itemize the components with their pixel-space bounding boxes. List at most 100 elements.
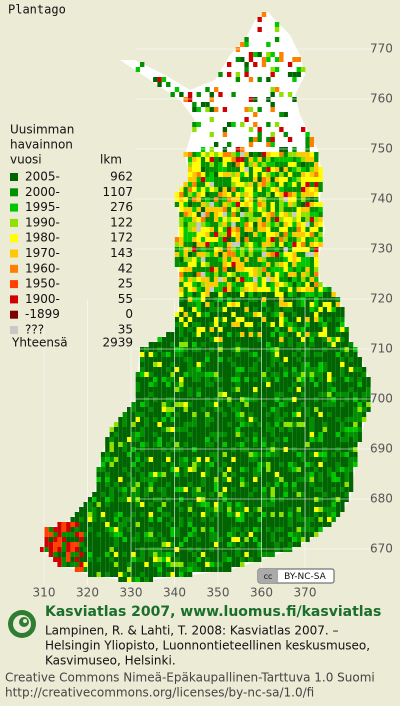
map-cell xyxy=(305,207,310,212)
map-cell xyxy=(209,522,214,527)
map-cell xyxy=(287,227,293,232)
map-cell xyxy=(331,317,336,322)
map-cell xyxy=(335,392,341,397)
map-cell xyxy=(66,527,71,532)
map-cell xyxy=(296,167,301,172)
map-cell xyxy=(244,212,249,217)
map-cell xyxy=(261,222,267,227)
map-cell xyxy=(48,527,54,532)
map-cell xyxy=(44,537,49,542)
map-cell xyxy=(161,77,167,82)
map-cell xyxy=(274,417,280,422)
map-cell xyxy=(357,367,362,372)
map-cell xyxy=(244,342,249,347)
map-cell xyxy=(240,532,245,537)
map-cell xyxy=(248,322,254,327)
map-cell xyxy=(170,337,175,342)
map-cell xyxy=(179,397,184,402)
map-cell xyxy=(196,467,201,472)
map-cell xyxy=(222,542,228,547)
map-cell xyxy=(314,272,319,277)
map-cell xyxy=(161,542,167,547)
legend-heading: havainnon xyxy=(10,138,73,152)
map-cell xyxy=(357,377,362,382)
map-cell xyxy=(196,252,201,257)
map-cell xyxy=(214,447,219,452)
map-cell xyxy=(322,287,328,292)
map-cell xyxy=(192,372,197,377)
map-cell xyxy=(53,542,58,547)
map-cell xyxy=(257,137,262,142)
map-cell xyxy=(296,217,301,222)
map-cell xyxy=(222,427,228,432)
map-cell xyxy=(122,437,127,442)
map-cell xyxy=(200,497,206,502)
map-cell xyxy=(257,167,262,172)
map-cell xyxy=(274,217,280,222)
map-cell xyxy=(53,557,58,562)
map-cell xyxy=(179,552,184,557)
map-cell xyxy=(305,507,310,512)
map-cell xyxy=(113,457,119,462)
map-cell xyxy=(87,567,93,572)
map-cell xyxy=(196,257,201,262)
map-cell xyxy=(192,377,197,382)
map-cell xyxy=(240,457,245,462)
map-cell xyxy=(196,512,201,517)
map-cell xyxy=(231,197,236,202)
map-cell xyxy=(266,457,271,462)
map-cell xyxy=(279,492,284,497)
map-cell xyxy=(166,412,171,417)
map-cell xyxy=(283,192,288,197)
map-cell xyxy=(261,232,267,237)
map-cell xyxy=(214,287,219,292)
map-cell xyxy=(335,442,341,447)
x-axis-label: 340 xyxy=(163,586,186,600)
map-cell xyxy=(218,157,223,162)
map-cell xyxy=(309,372,315,377)
map-cell xyxy=(235,77,241,82)
map-cell xyxy=(344,482,349,487)
map-cell xyxy=(305,517,310,522)
map-cell xyxy=(235,317,241,322)
map-cell xyxy=(283,252,288,257)
map-cell xyxy=(305,392,310,397)
map-cell xyxy=(305,157,310,162)
map-cell xyxy=(296,422,301,427)
map-cell xyxy=(287,462,293,467)
map-cell xyxy=(118,472,123,477)
map-cell xyxy=(266,367,271,372)
map-cell xyxy=(179,377,184,382)
map-cell xyxy=(309,167,315,172)
map-cell xyxy=(140,422,145,427)
map-cell xyxy=(327,477,332,482)
map-cell xyxy=(292,212,297,217)
map-cell xyxy=(283,307,288,312)
map-cell xyxy=(205,357,210,362)
map-cell xyxy=(157,357,162,362)
map-cell xyxy=(187,192,193,197)
map-cell xyxy=(161,422,167,427)
map-cell xyxy=(244,312,249,317)
map-cell xyxy=(231,302,236,307)
map-cell xyxy=(183,317,188,322)
map-cell xyxy=(274,282,280,287)
map-cell xyxy=(118,462,123,467)
map-cell xyxy=(253,512,258,517)
map-cell xyxy=(348,462,354,467)
map-cell xyxy=(253,422,258,427)
map-cell xyxy=(153,362,158,367)
map-cell xyxy=(261,492,267,497)
map-cell xyxy=(235,167,241,172)
map-cell xyxy=(179,347,184,352)
map-cell xyxy=(244,527,249,532)
map-cell xyxy=(327,417,332,422)
map-cell xyxy=(257,542,262,547)
map-cell xyxy=(140,562,145,567)
map-cell xyxy=(340,312,345,317)
map-cell xyxy=(296,512,301,517)
map-cell xyxy=(318,362,323,367)
map-cell xyxy=(261,427,267,432)
map-cell xyxy=(305,452,310,457)
map-cell xyxy=(231,217,236,222)
